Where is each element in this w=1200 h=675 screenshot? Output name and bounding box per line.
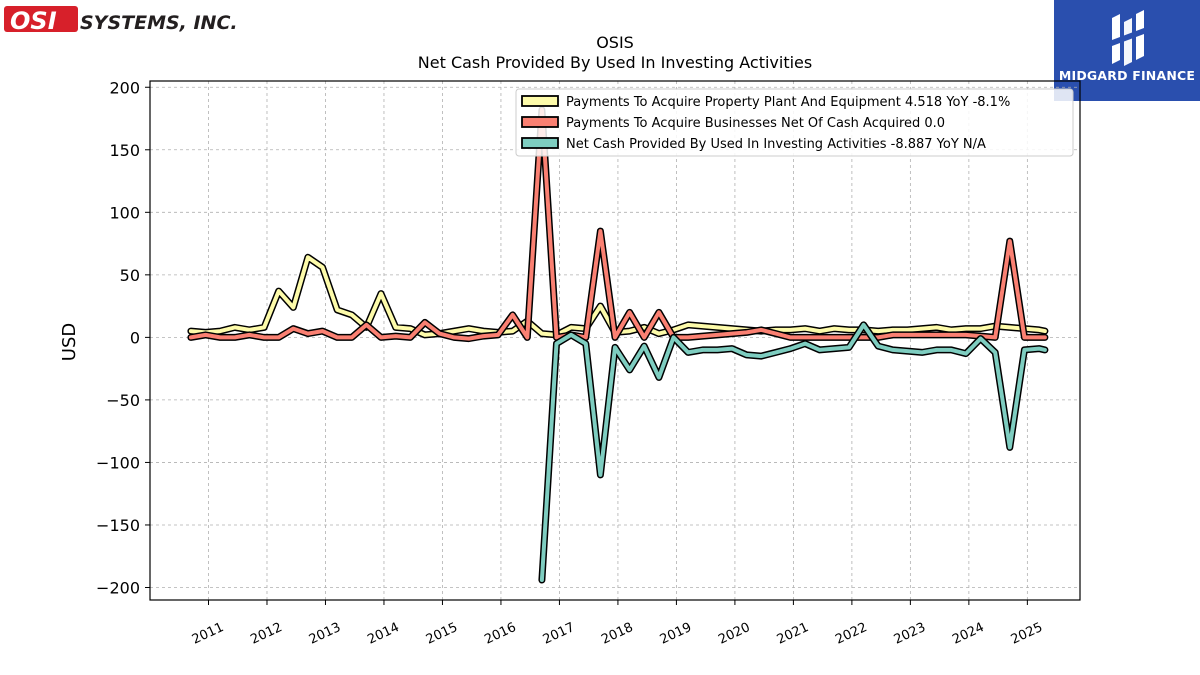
x-tick-label: 2014	[365, 620, 401, 648]
x-tick-label: 2016	[482, 620, 518, 648]
x-tick-label: 2025	[1009, 620, 1045, 648]
logo-wordmark: SYSTEMS, INC.	[80, 12, 238, 34]
legend-swatch	[521, 116, 559, 128]
x-axis: 2011 2012 2013 2014 2015 2016 2017 2018 2019 2020…	[190, 600, 1045, 648]
watermark-text: MIDGARD FINANCE	[1058, 68, 1196, 83]
legend: Payments To Acquire Property Plant And E…	[515, 88, 1074, 157]
y-tick-label: −100	[96, 453, 140, 472]
x-tick-label: 2021	[775, 620, 811, 648]
legend-entry: Payments To Acquire Property Plant And E…	[566, 95, 1010, 110]
logo-badge-text: OSI	[10, 7, 57, 34]
y-tick-label: −200	[96, 578, 140, 597]
series-line	[188, 107, 1047, 341]
midgard-icon	[1112, 10, 1144, 66]
plot-frame	[149, 80, 1081, 601]
x-tick-label: 2020	[716, 620, 752, 648]
legend-swatch	[521, 137, 559, 149]
y-axis: 200 150 100 50 0 −50 −100 −150 −200	[96, 78, 150, 597]
y-tick-label: 200	[109, 78, 140, 97]
chart-subtitle: Net Cash Provided By Used In Investing A…	[418, 53, 812, 72]
x-tick-label: 2018	[599, 620, 635, 648]
series-line	[539, 322, 1047, 582]
chart-title: OSIS	[596, 33, 634, 52]
y-axis-label: USD	[59, 323, 80, 361]
x-tick-label: 2011	[190, 620, 226, 648]
x-tick-label: 2012	[248, 620, 284, 648]
x-tick-label: 2023	[892, 620, 928, 648]
x-tick-label: 2017	[541, 620, 577, 648]
x-tick-label: 2015	[424, 620, 460, 648]
y-tick-label: −50	[106, 391, 140, 410]
legend-swatch	[521, 95, 559, 107]
y-tick-label: 0	[130, 328, 140, 347]
series-group	[187, 106, 1049, 584]
x-tick-label: 2013	[307, 620, 343, 648]
legend-entry: Payments To Acquire Businesses Net Of Ca…	[566, 116, 945, 131]
x-tick-label: 2019	[658, 620, 694, 648]
y-tick-label: 150	[109, 141, 140, 160]
logo-badge	[4, 6, 78, 32]
company-logo: OSI SYSTEMS, INC.	[4, 6, 238, 34]
y-tick-label: 50	[120, 266, 140, 285]
x-tick-label: 2022	[833, 620, 869, 648]
x-tick-label: 2024	[950, 620, 986, 648]
y-tick-label: −150	[96, 516, 140, 535]
legend-box	[515, 88, 1074, 157]
legend-entry: Net Cash Provided By Used In Investing A…	[566, 137, 986, 152]
watermark-logo: MIDGARD FINANCE	[1054, 0, 1200, 101]
y-tick-label: 100	[109, 203, 140, 222]
